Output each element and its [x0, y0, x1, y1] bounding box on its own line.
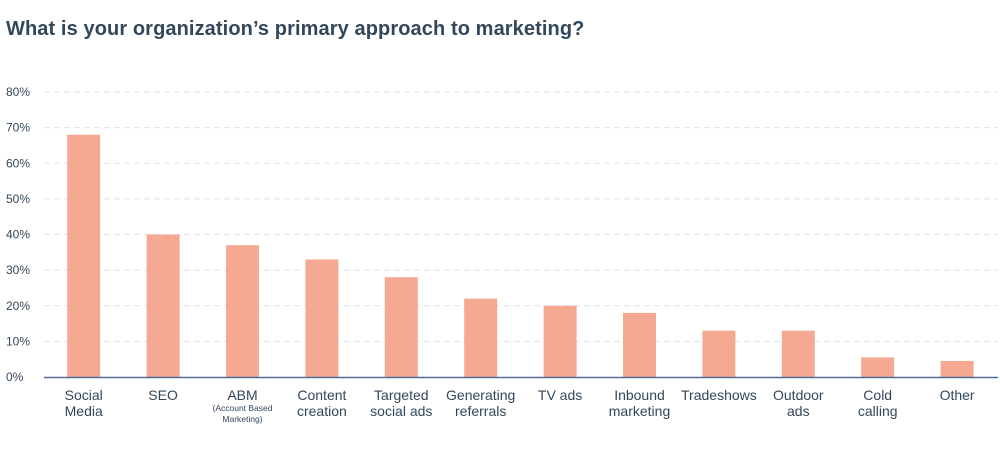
bar [305, 259, 339, 377]
bar [623, 312, 656, 377]
x-category-label-line: creation [297, 403, 347, 419]
bar [781, 330, 815, 377]
x-category-sublabel: Marketing) [222, 414, 262, 424]
bar [226, 245, 259, 377]
x-category-label-line: Inbound [614, 387, 665, 403]
x-category-label-line: social ads [370, 403, 432, 419]
bars [67, 134, 974, 377]
x-category-label-line: Social [65, 387, 103, 403]
x-category-label-line: Media [65, 403, 103, 419]
x-category-label-line: Cold [863, 387, 892, 403]
y-axis-tick-labels: 0% 10% 20% 30% 40% 50% 60% 70% 80% [6, 85, 30, 384]
bar [702, 330, 736, 377]
y-tick-label: 50% [6, 192, 30, 206]
x-category-label-line: ABM [227, 387, 257, 403]
y-tick-label: 20% [6, 299, 30, 313]
bar [940, 360, 974, 377]
x-category-label-line: SEO [148, 387, 178, 403]
x-category-label-line: TV ads [538, 387, 582, 403]
gridlines [44, 91, 998, 342]
x-category-label-line: Generating [446, 387, 515, 403]
bar [861, 357, 895, 377]
y-tick-label: 0% [6, 370, 24, 384]
x-category-label-line: Targeted [374, 387, 428, 403]
y-tick-label: 70% [6, 121, 30, 135]
x-category-sublabel: (Account Based [212, 403, 272, 413]
x-category-label-line: marketing [609, 403, 670, 419]
y-tick-label: 80% [6, 85, 30, 99]
bar [464, 298, 498, 377]
x-category-label-line: Outdoor [773, 387, 824, 403]
x-category-label: SEO [148, 387, 178, 403]
bar [384, 277, 418, 377]
x-category-label: Tradeshows [681, 387, 757, 403]
x-category-label-line: ads [787, 403, 810, 419]
x-category-label-line: Content [297, 387, 346, 403]
x-category-label: Other [940, 387, 975, 403]
chart-title: What is your organization’s primary appr… [6, 18, 585, 40]
bar [543, 305, 577, 377]
bar [146, 234, 180, 377]
x-category-label-line: referrals [455, 403, 506, 419]
y-tick-label: 40% [6, 228, 30, 242]
y-tick-label: 30% [6, 263, 30, 277]
x-category-label-line: calling [858, 403, 898, 419]
y-tick-label: 10% [6, 334, 30, 348]
y-tick-label: 60% [6, 156, 30, 170]
x-category-label-line: Other [940, 387, 975, 403]
x-category-label: TV ads [538, 387, 582, 403]
bar [67, 134, 101, 377]
x-category-label-line: Tradeshows [681, 387, 757, 403]
